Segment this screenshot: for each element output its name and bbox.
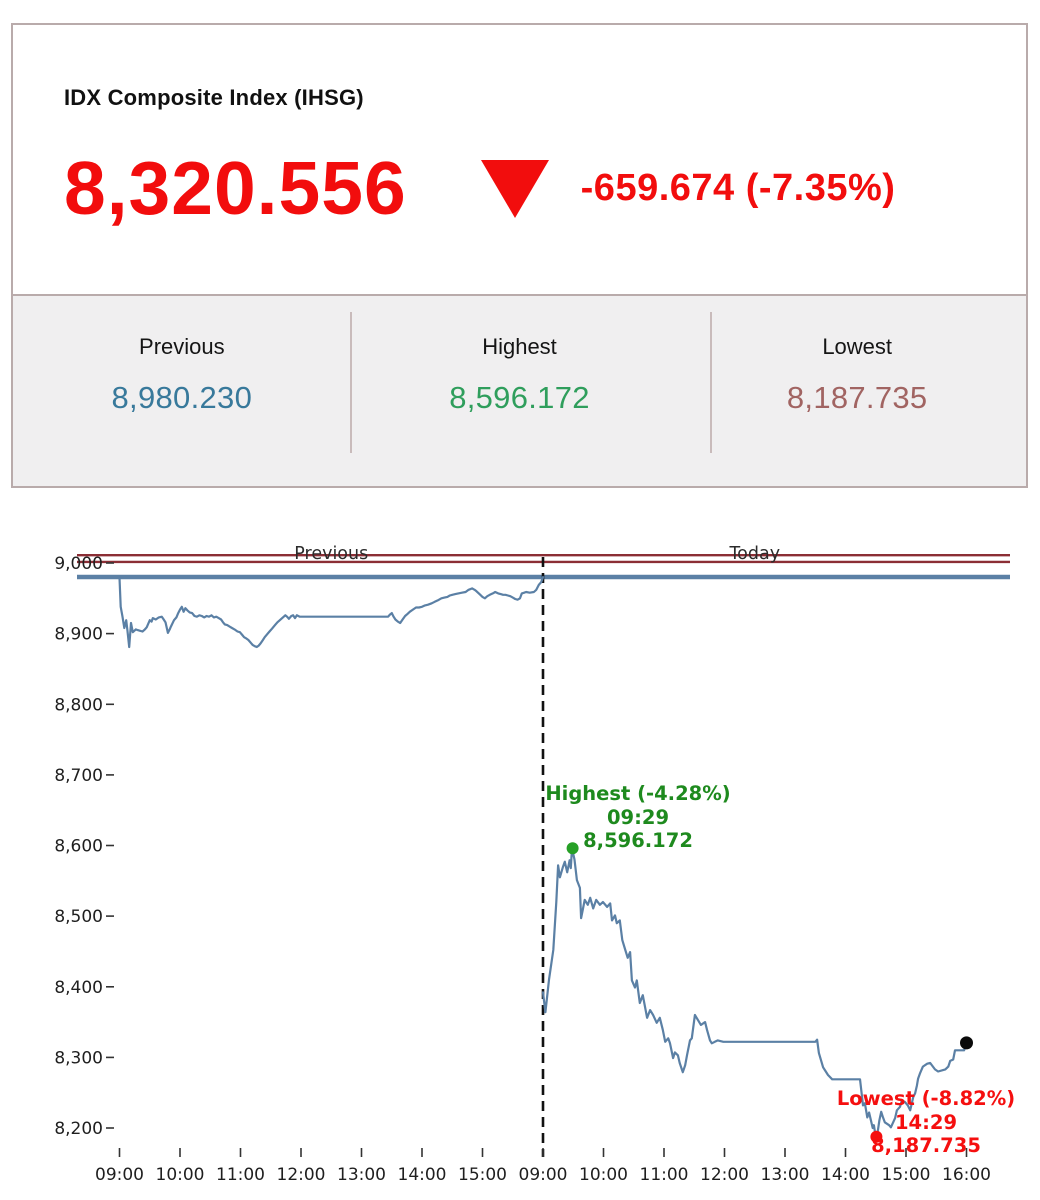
y-tick-label: 9,000	[54, 554, 103, 574]
x-tick-label: 13:00	[761, 1165, 810, 1185]
y-tick-label: 8,400	[54, 978, 103, 998]
session-label-previous: Previous	[294, 544, 368, 564]
y-tick-label: 8,600	[54, 837, 103, 857]
x-tick-label: 12:00	[277, 1165, 326, 1185]
x-tick-label: 10:00	[156, 1165, 205, 1185]
price-line-previous	[118, 575, 545, 649]
x-tick-label: 14:00	[821, 1165, 870, 1185]
x-tick-label: 16:00	[942, 1165, 991, 1185]
summary-card: IDX Composite Index (IHSG) 8,320.556 -65…	[11, 23, 1028, 488]
x-tick-label: 11:00	[216, 1165, 265, 1185]
y-tick-label: 8,500	[54, 907, 103, 927]
lowest-dot	[870, 1130, 883, 1143]
stat-previous-value: 8,980.230	[111, 380, 253, 415]
last-dot	[960, 1036, 973, 1050]
highest-annotation-line: 8,596.172	[583, 829, 693, 852]
stats-divider	[710, 312, 712, 453]
stat-lowest-value: 8,187.735	[786, 380, 928, 415]
stats-bar: Previous 8,980.230 Highest 8,596.172 Low…	[13, 294, 1026, 486]
lowest-annotation-line: 8,187.735	[871, 1134, 981, 1157]
y-tick-label: 8,900	[54, 625, 103, 645]
x-tick-label: 09:00	[95, 1165, 144, 1185]
y-tick-label: 8,800	[54, 695, 103, 715]
x-tick-label: 09:00	[519, 1165, 568, 1185]
x-tick-label: 14:00	[398, 1165, 447, 1185]
y-tick-label: 8,200	[54, 1119, 103, 1139]
price-row: 8,320.556 -659.674 (-7.35%)	[64, 151, 1026, 226]
highest-dot	[566, 842, 579, 855]
highest-annotation-line: 09:29	[607, 806, 669, 829]
x-tick-label: 15:00	[458, 1165, 507, 1185]
price-change: -659.674 (-7.35%)	[580, 167, 896, 209]
x-tick-label: 12:00	[700, 1165, 749, 1185]
stats-divider	[350, 312, 352, 453]
down-triangle-icon	[480, 159, 549, 218]
price-line-today	[541, 847, 968, 1138]
x-tick-label: 15:00	[882, 1165, 931, 1185]
y-tick-label: 8,300	[54, 1048, 103, 1068]
stat-highest: Highest 8,596.172	[351, 296, 689, 486]
stat-previous: Previous 8,980.230	[13, 296, 351, 486]
current-price: 8,320.556	[64, 146, 407, 230]
stat-highest-value: 8,596.172	[449, 380, 590, 415]
x-tick-label: 11:00	[640, 1165, 689, 1185]
stat-previous-label: Previous	[139, 334, 225, 359]
price-chart: Previous Today Highest (-4.28%)09:298,596.…	[54, 544, 1015, 1185]
lowest-annotation-line: 14:29	[895, 1111, 957, 1134]
index-title: IDX Composite Index (IHSG)	[64, 85, 364, 110]
session-label-today: Today	[728, 544, 780, 564]
x-tick-label: 10:00	[579, 1165, 628, 1185]
stat-lowest: Lowest 8,187.735	[688, 296, 1026, 486]
stat-lowest-label: Lowest	[822, 334, 893, 359]
y-tick-label: 8,700	[54, 766, 103, 786]
stat-highest-label: Highest	[482, 334, 557, 359]
card-header: IDX Composite Index (IHSG) 8,320.556 -65…	[13, 25, 1026, 294]
lowest-annotation-line: Lowest (-8.82%)	[837, 1087, 1015, 1110]
x-tick-label: 13:00	[337, 1165, 386, 1185]
highest-annotation-line: Highest (-4.28%)	[545, 782, 730, 805]
